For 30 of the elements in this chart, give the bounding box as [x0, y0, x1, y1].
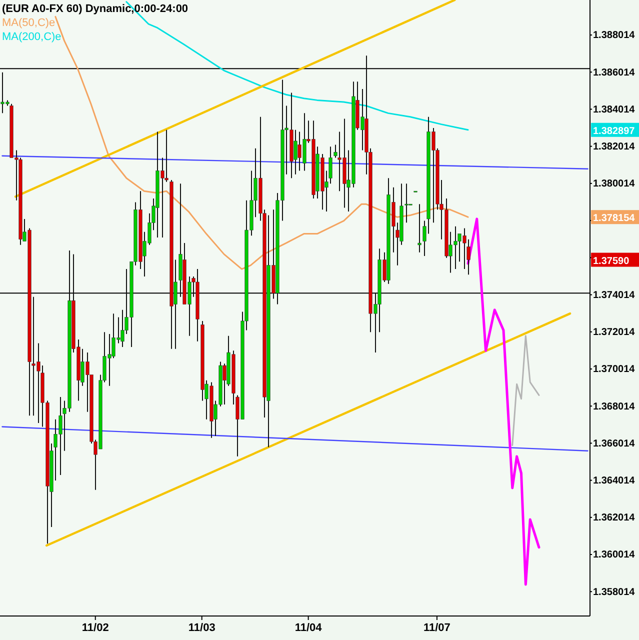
candlestick [418, 204, 422, 253]
y-tick-label: 1.370014 [593, 364, 636, 376]
y-tick-label: 1.368014 [593, 401, 636, 412]
line-series [466, 218, 540, 586]
y-tick-label: 1.364014 [593, 475, 636, 486]
candlestick [294, 129, 298, 175]
text: 1.37590 [593, 256, 630, 267]
y-tick-label: 1.388014 [593, 30, 636, 42]
x-tick-label: 11/04 [294, 622, 323, 634]
y-tick-label: 1.360014 [593, 550, 636, 561]
y-tick-label: 1.374014 [593, 290, 636, 301]
text: 1.382897 [593, 126, 636, 137]
y-tick-label: 1.362014 [593, 512, 636, 524]
candlestick [170, 179, 174, 350]
y-tick-label: 1.358014 [593, 586, 636, 598]
candlestick [196, 268, 200, 342]
y-tick-label: 1.382014 [593, 142, 636, 153]
line-series [512, 335, 540, 446]
x-tick-label: 11/07 [423, 622, 450, 634]
y-tick-label: 1.380014 [593, 178, 636, 190]
candlestick [404, 183, 408, 224]
y-tick-label: 1.372014 [593, 327, 636, 338]
y-tick-label: 1.386014 [593, 67, 636, 78]
x-tick-label: 11/03 [188, 622, 216, 634]
y-tick-label: 1.384014 [593, 104, 636, 116]
series-label: MA(50,C)e [2, 17, 56, 29]
text: 1.378154 [593, 213, 636, 224]
x-tick-label: 11/02 [82, 622, 109, 634]
text: MA(200,C)e [2, 31, 62, 43]
y-tick-label: 1.366014 [593, 438, 636, 450]
